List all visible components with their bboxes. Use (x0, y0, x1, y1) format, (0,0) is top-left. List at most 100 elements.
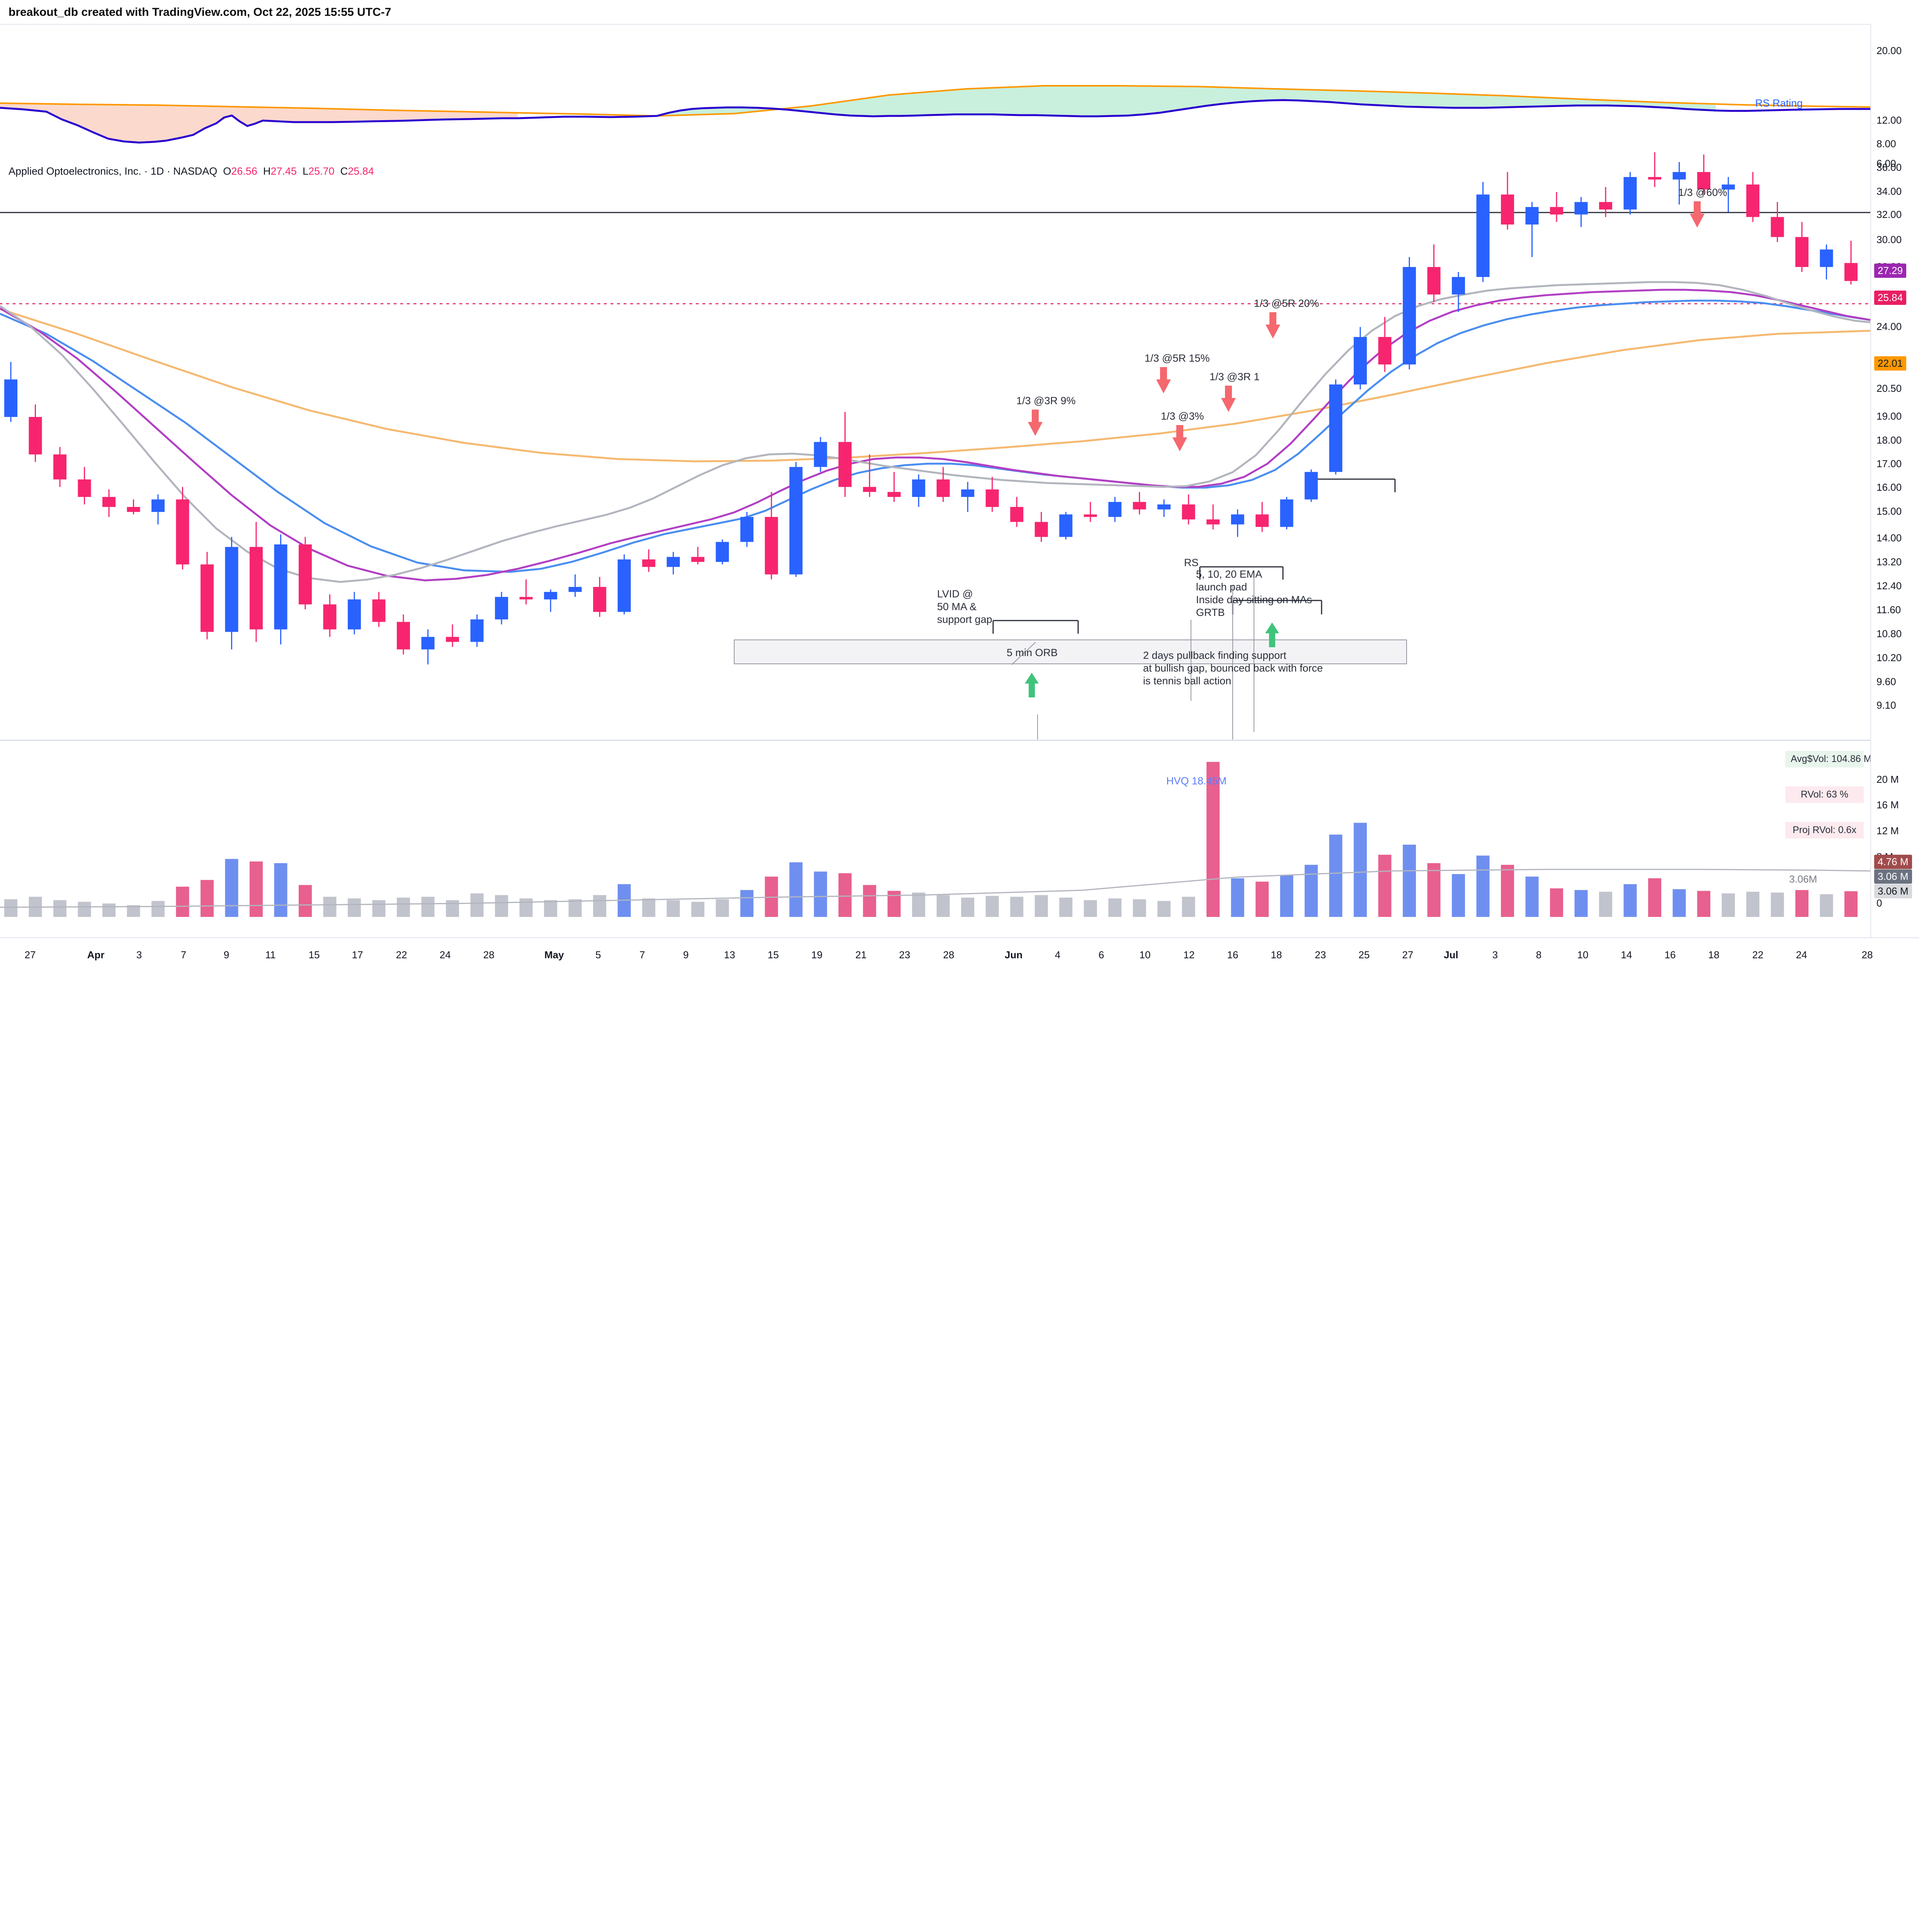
volume-bar (4, 899, 17, 917)
price-axis-label-1020: 10.20 (1876, 652, 1902, 663)
volume-bar (1403, 844, 1416, 917)
rs-axis-label-3: 6.00 (1876, 158, 1896, 169)
rs-rating-pane[interactable]: RS Rating (0, 24, 1870, 153)
volume-axis-label-20m: 20 M (1876, 774, 1899, 785)
volume-bar (470, 893, 484, 917)
candle-body (1280, 499, 1293, 527)
time-axis-tick-29: 25 (1358, 949, 1370, 961)
volume-bar (1746, 891, 1760, 917)
volume-bar (936, 895, 950, 917)
time-axis[interactable]: 27 Apr 3 7 9 11 15 17 22 24 28 May 5 7 9 13 15 19 21 23 28 Ju… (0, 937, 1919, 979)
volume-bar (1525, 876, 1539, 917)
candle-body (1476, 194, 1490, 277)
candle-body (127, 507, 140, 512)
candle-body (200, 564, 214, 632)
volume-bar (53, 900, 66, 917)
candle-body (667, 557, 680, 567)
ohlc-high-value: 27.45 (270, 165, 297, 177)
time-axis-tick-26: 16 (1227, 949, 1239, 961)
symbol-legend[interactable]: Applied Optoelectronics, Inc. · 1D · NAS… (9, 165, 374, 177)
price-candlestick-plot (0, 152, 1870, 740)
time-axis-tick-36: 16 (1664, 949, 1676, 961)
moving-average-price-tag: 27.29 (1874, 264, 1907, 278)
pivot-bracket-2 (1199, 566, 1284, 580)
candle-body (716, 542, 729, 562)
header-bar: breakout_db created with TradingView.com… (0, 0, 1919, 23)
time-axis-tick-31: Jul (1444, 949, 1458, 961)
low-price-tag: 22.01 (1874, 356, 1907, 371)
price-axis-label-910: 9.10 (1876, 699, 1896, 711)
candle-body (1329, 384, 1342, 472)
candle-body (78, 479, 91, 497)
volume-bar (740, 890, 754, 917)
volume-bar (1182, 896, 1195, 917)
candle-body (372, 599, 386, 622)
volume-bar (544, 900, 557, 917)
volume-bar (1354, 823, 1367, 917)
price-axis-label-36: 36.00 (1876, 162, 1902, 173)
candle-body (765, 517, 778, 575)
candle-body (470, 619, 484, 642)
volume-bar (1280, 875, 1293, 917)
volume-last-tag: 3.06 M (1874, 884, 1912, 898)
rs-baseline-line (0, 85, 1870, 117)
candle-body (29, 417, 42, 455)
candle-body (1403, 267, 1416, 365)
candle-body (1133, 502, 1146, 510)
candle-body (789, 467, 803, 575)
time-axis-tick-22: 4 (1055, 949, 1061, 961)
rs-axis-label-0: 20.00 (1876, 45, 1902, 56)
price-axis-label-24: 24.00 (1876, 321, 1902, 332)
candle-body (1034, 522, 1048, 537)
volume-mid-tag: 3.06 M (1874, 869, 1912, 884)
sell-arrow-down-3 (1221, 386, 1236, 412)
time-axis-tick-38: 22 (1752, 949, 1764, 961)
chart-note-2: RS (1184, 557, 1199, 568)
candle-body (1305, 472, 1318, 500)
candle-body (1746, 184, 1760, 217)
volume-bar (838, 873, 852, 917)
candle-body (1108, 502, 1122, 517)
price-axis-label-960: 9.60 (1876, 676, 1896, 687)
time-axis-tick-0: 27 (24, 949, 36, 961)
volume-bar (78, 901, 91, 917)
candle-body (1010, 507, 1024, 522)
volume-bar (1427, 863, 1441, 917)
candle-body (53, 454, 66, 480)
legend-sep-1: · (141, 165, 151, 177)
time-axis-tick-2: 3 (136, 949, 142, 961)
volume-bar (1722, 893, 1735, 917)
rvol-badge: RVol: 63 % (1785, 786, 1864, 803)
time-axis-tick-24: 10 (1139, 949, 1151, 961)
volume-bar (1574, 890, 1588, 917)
sell-arrow-label-2: 1/3 @3% (1161, 410, 1204, 422)
candle-body (544, 592, 557, 600)
time-axis-tick-6: 15 (308, 949, 320, 961)
volume-bar (323, 896, 337, 917)
candle-body (1697, 172, 1711, 190)
volume-pane[interactable]: HVQ 18.45M 3.06M Avg$Vol: 104.86 M RVol:… (0, 740, 1870, 938)
candle-body (838, 442, 852, 487)
candle-body (863, 487, 876, 492)
candle-body (519, 597, 533, 600)
chart-note-4: 2 days pullback finding support at bulli… (1143, 650, 1323, 687)
time-axis-tick-4: 9 (223, 949, 230, 961)
volume-bar (691, 901, 704, 917)
time-axis-tick-18: 21 (855, 949, 867, 961)
price-axis[interactable]: 20.00 12.00 8.00 6.00 36.00 34.00 32.00 … (1870, 24, 1919, 937)
candle-body (642, 559, 655, 567)
volume-bar (274, 863, 288, 917)
ohlc-low-value: 25.70 (308, 165, 335, 177)
volume-bar (593, 895, 606, 917)
candle-body (446, 637, 459, 642)
candle-body (1844, 263, 1858, 281)
volume-bar (347, 898, 361, 917)
candle-body (495, 597, 508, 620)
sell-arrow-down-5 (1690, 201, 1705, 228)
volume-axis-label-16m: 16 M (1876, 799, 1899, 811)
volume-bar (985, 896, 999, 917)
volume-bar (814, 871, 827, 917)
candle-body (961, 489, 975, 497)
volume-bar (667, 900, 680, 917)
price-chart-pane[interactable]: Applied Optoelectronics, Inc. · 1D · NAS… (0, 152, 1870, 740)
